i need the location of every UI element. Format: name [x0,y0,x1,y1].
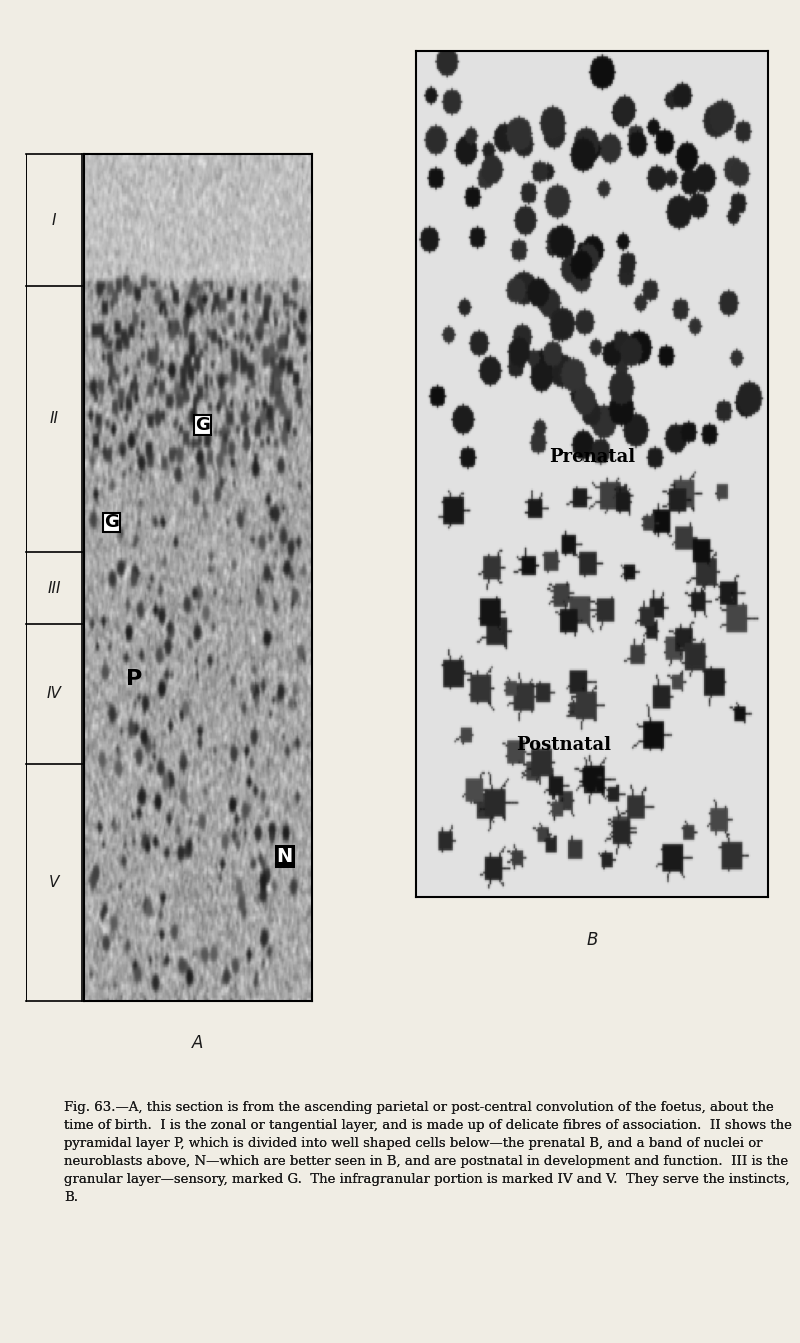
Text: Postnatal: Postnatal [516,736,611,753]
Text: Fig. 63.—A, this section is from the ascending parietal or post-central convolut: Fig. 63.—A, this section is from the asc… [64,1101,792,1205]
Text: G: G [104,513,118,532]
Text: II: II [50,411,58,426]
Text: Prenatal: Prenatal [549,449,635,466]
Text: N: N [277,847,293,866]
Text: A: A [192,1034,204,1052]
Text: III: III [47,580,61,595]
Text: B: B [586,931,598,948]
Text: P: P [126,669,142,689]
Text: IV: IV [46,686,62,701]
Text: G: G [195,416,210,434]
Text: Fig. 63.—A, this section is from the ascending parietal or post-central convolut: Fig. 63.—A, this section is from the asc… [64,1101,792,1205]
Text: I: I [52,212,56,227]
Text: V: V [49,874,59,889]
